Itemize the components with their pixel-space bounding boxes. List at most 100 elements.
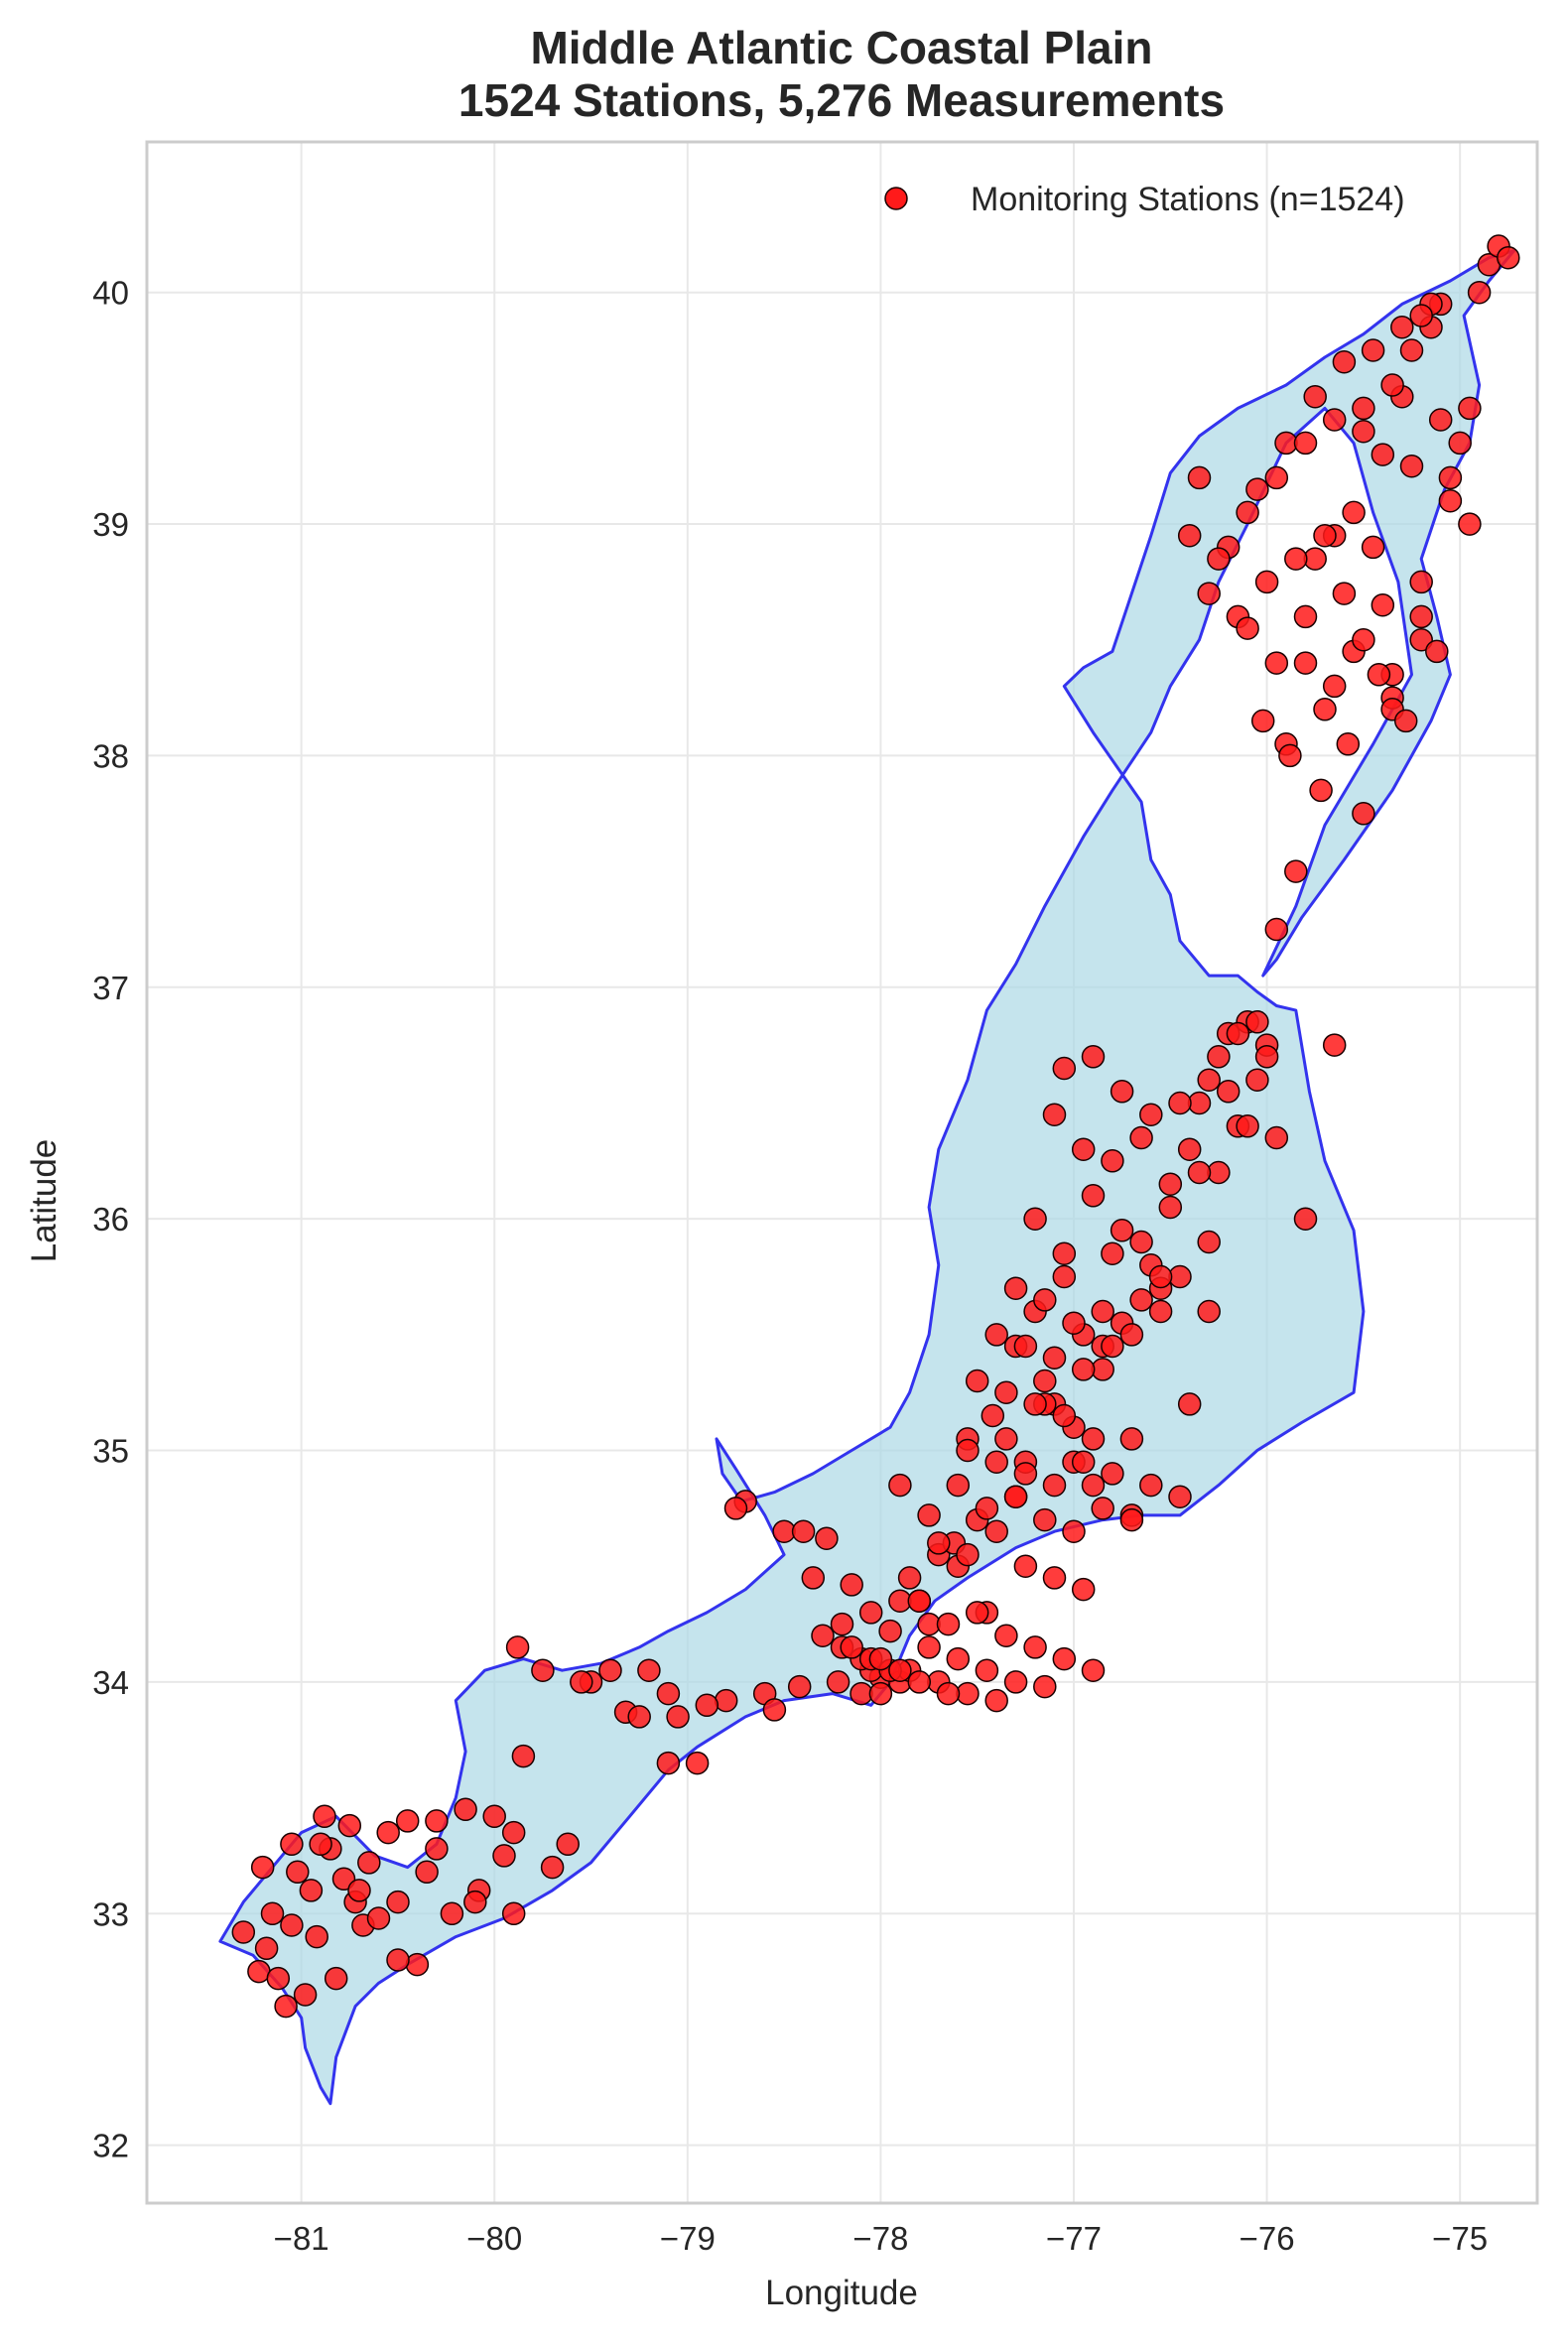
- station-point: [266, 1966, 291, 1991]
- station-point: [505, 1635, 530, 1659]
- station-point: [1409, 604, 1433, 629]
- station-point: [936, 1681, 961, 1706]
- station-point: [1023, 1635, 1047, 1659]
- station-point: [965, 1601, 989, 1625]
- station-point: [1023, 1207, 1047, 1231]
- x-axis-label: Longitude: [765, 2274, 918, 2312]
- station-point: [454, 1797, 477, 1822]
- station-point: [965, 1369, 989, 1393]
- y-axis-ticks: 32 33 34 35 36 37 38 39 40: [92, 275, 129, 2164]
- station-point: [1293, 431, 1318, 456]
- station-point: [293, 1983, 318, 2007]
- station-point: [1293, 604, 1318, 629]
- y-tick-label: 32: [92, 2128, 129, 2164]
- station-point: [1071, 1137, 1096, 1161]
- station-point: [762, 1698, 787, 1722]
- station-point: [1303, 384, 1327, 409]
- station-point: [1091, 1497, 1114, 1520]
- station-point: [1226, 1021, 1250, 1046]
- station-point: [1101, 1241, 1124, 1265]
- station-point: [1033, 1369, 1057, 1393]
- station-point: [1250, 709, 1275, 733]
- station-point: [492, 1844, 516, 1868]
- y-tick-label: 38: [92, 737, 129, 774]
- station-point: [772, 1519, 796, 1543]
- station-point: [1119, 1323, 1144, 1347]
- station-point: [405, 1952, 430, 1977]
- y-axis-label: Latitude: [25, 1139, 64, 1263]
- station-point: [1361, 535, 1385, 560]
- station-point: [984, 1519, 1008, 1543]
- station-point: [984, 1323, 1008, 1347]
- station-point: [1119, 1427, 1144, 1451]
- station-point: [815, 1526, 839, 1550]
- station-point: [598, 1658, 622, 1682]
- station-point: [1371, 443, 1395, 466]
- station-point: [1139, 1103, 1163, 1126]
- station-point: [347, 1879, 371, 1902]
- station-point: [1187, 1160, 1212, 1185]
- station-point: [1399, 454, 1424, 478]
- station-point: [666, 1705, 690, 1729]
- station-point: [1129, 1125, 1153, 1150]
- y-tick-label: 35: [92, 1433, 129, 1470]
- station-point: [1371, 592, 1395, 617]
- station-point: [1278, 743, 1302, 768]
- station-point: [482, 1804, 506, 1829]
- station-point: [1409, 570, 1433, 594]
- station-point: [801, 1566, 826, 1590]
- plot-frame: [145, 140, 1539, 2205]
- station-point: [1254, 1045, 1279, 1069]
- station-point: [1336, 732, 1361, 756]
- station-point: [376, 1820, 400, 1845]
- station-point: [1245, 477, 1269, 501]
- station-point: [1042, 1473, 1067, 1498]
- station-point: [1322, 408, 1347, 432]
- station-point: [888, 1658, 912, 1682]
- station-point: [1139, 1473, 1163, 1498]
- station-point: [956, 1681, 980, 1706]
- station-point: [1052, 1056, 1077, 1081]
- station-point: [1428, 408, 1453, 432]
- station-point: [791, 1519, 816, 1543]
- station-point: [1033, 1507, 1057, 1532]
- legend-marker: [884, 187, 908, 210]
- station-point: [1207, 1045, 1231, 1069]
- station-point: [723, 1497, 748, 1520]
- station-point: [627, 1705, 651, 1729]
- station-point: [897, 1566, 922, 1590]
- station-point: [1236, 616, 1259, 640]
- station-point: [1293, 651, 1318, 675]
- station-point: [501, 1901, 526, 1926]
- station-point: [1342, 500, 1366, 525]
- station-point: [1003, 1485, 1028, 1508]
- station-point: [357, 1851, 381, 1875]
- station-point: [656, 1751, 681, 1775]
- station-point: [1322, 674, 1347, 699]
- station-point: [1284, 859, 1308, 883]
- station-point: [917, 1503, 941, 1527]
- station-point: [1013, 1462, 1038, 1486]
- station-point: [425, 1837, 449, 1861]
- station-point: [280, 1913, 304, 1937]
- station-point: [1438, 465, 1463, 490]
- station-point: [540, 1855, 565, 1880]
- station-point: [254, 1936, 279, 1961]
- station-point: [1264, 917, 1289, 942]
- station-point: [309, 1832, 332, 1857]
- station-point: [1042, 1346, 1067, 1370]
- station-point: [1158, 1172, 1183, 1196]
- station-point: [299, 1879, 324, 1902]
- station-point: [1062, 1311, 1086, 1335]
- x-tick-label: −79: [660, 2220, 716, 2257]
- station-point: [907, 1670, 932, 1694]
- station-point: [1458, 396, 1482, 421]
- station-point: [1309, 778, 1333, 803]
- station-point: [811, 1624, 835, 1647]
- station-point: [1091, 1299, 1114, 1324]
- station-point: [1168, 1485, 1192, 1508]
- station-point: [313, 1804, 336, 1829]
- station-point: [1497, 245, 1520, 270]
- station-point: [1245, 1068, 1269, 1092]
- station-point: [556, 1832, 580, 1857]
